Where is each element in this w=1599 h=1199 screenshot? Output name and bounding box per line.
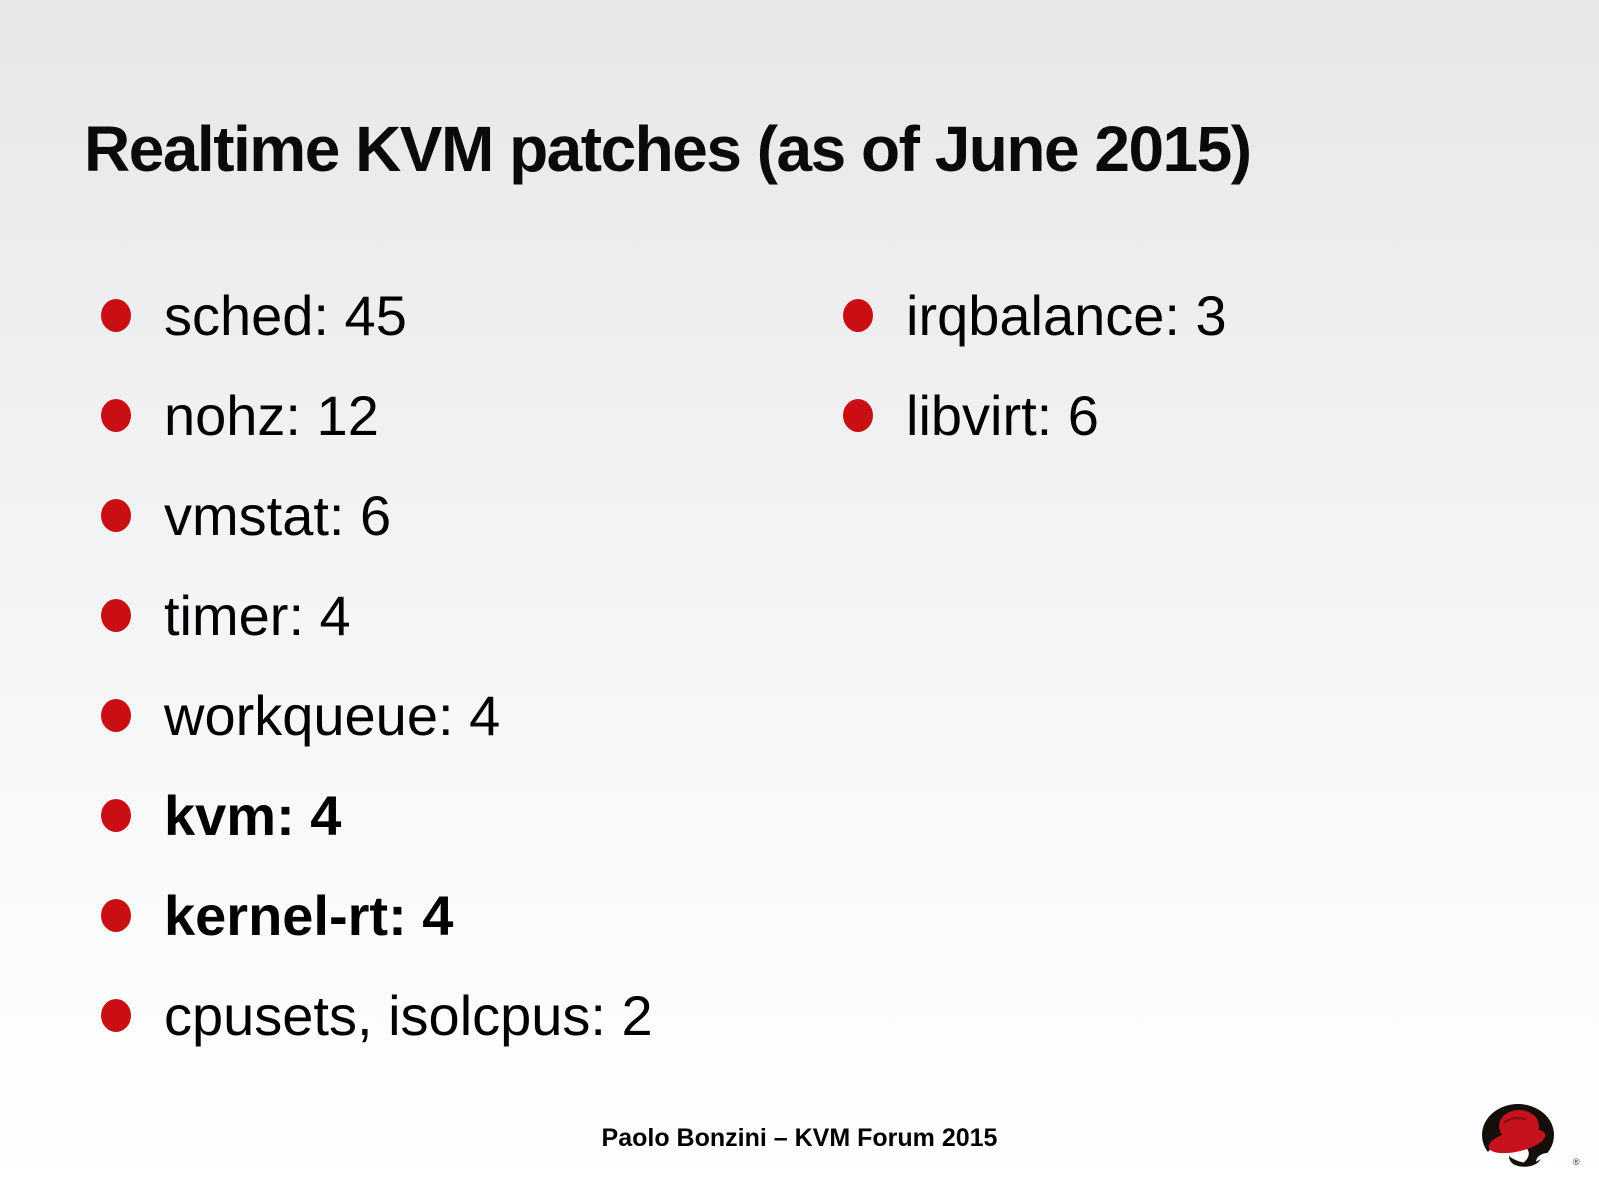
bullet-label: kernel-rt: 4 [164,883,454,947]
redhat-shadowman-logo-icon: ® [1481,1104,1580,1168]
bullet-label: vmstat: 6 [164,483,392,547]
bullet-icon [101,298,131,332]
list-item: irqbalance: 3 [843,265,1227,365]
list-item: libvirt: 6 [843,365,1227,465]
list-item: vmstat: 6 [101,465,653,565]
bullet-icon [101,998,131,1032]
bullet-label: irqbalance: 3 [906,283,1227,347]
slide-title: Realtime KVM patches (as of June 2015) [84,113,1252,185]
list-item: workqueue: 4 [101,665,653,765]
bullet-icon [101,898,131,932]
bullet-label: sched: 45 [164,283,407,347]
bullet-icon [101,798,131,832]
bullet-label: nohz: 12 [164,383,379,447]
bullet-list-right: irqbalance: 3 libvirt: 6 [843,265,1227,465]
bullet-label: kvm: 4 [164,783,342,847]
registered-trademark: ® [1573,1157,1580,1167]
bullet-label: timer: 4 [164,583,351,647]
list-item: timer: 4 [101,565,653,665]
footer-text: Paolo Bonzini – KVM Forum 2015 [601,1124,998,1152]
bullet-label: libvirt: 6 [906,383,1099,447]
list-item: cpusets, isolcpus: 2 [101,965,653,1065]
bullet-icon [101,698,131,732]
list-item: kernel-rt: 4 [101,865,653,965]
bullet-icon [843,298,873,332]
bullet-label: workqueue: 4 [164,683,501,747]
bullet-icon [843,398,873,432]
list-item: kvm: 4 [101,765,653,865]
bullet-icon [101,598,131,632]
list-item: nohz: 12 [101,365,653,465]
list-item: sched: 45 [101,265,653,365]
bullet-icon [101,498,131,532]
bullet-label: cpusets, isolcpus: 2 [164,983,653,1047]
bullet-icon [101,398,131,432]
bullet-list-left: sched: 45 nohz: 12 vmstat: 6 timer: 4 workqu… [101,265,653,1065]
